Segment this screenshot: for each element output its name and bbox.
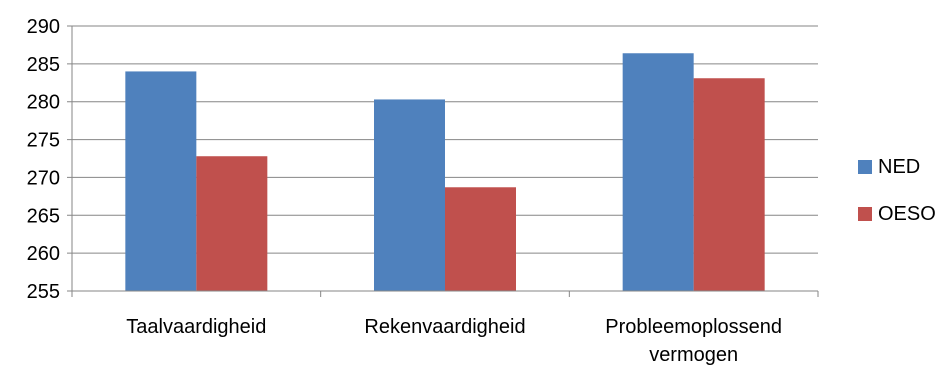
x-tick-labels: Taalvaardigheid Rekenvaardigheid Probleemo…: [126, 316, 782, 366]
y-tick-label: 285: [27, 54, 60, 76]
bar-ned-0: [125, 71, 197, 291]
bars: [125, 53, 765, 291]
bar-oeso-1: [445, 187, 516, 291]
y-tick-label: 290: [27, 16, 60, 38]
y-tick-labels: 255 260 265 270 275 280 285 290: [27, 16, 60, 303]
y-tick-label: 265: [27, 205, 60, 227]
legend-label-ned: NED: [878, 155, 921, 178]
y-tick-label: 270: [27, 167, 60, 189]
legend-swatch-oeso: [858, 207, 872, 221]
y-tick-label: 260: [27, 243, 60, 265]
bar-ned-2: [622, 53, 694, 291]
axes: [67, 26, 819, 297]
x-tick-label: Rekenvaardigheid: [364, 316, 525, 338]
y-tick-label: 275: [27, 130, 60, 152]
legend-item-oeso: OESO: [858, 202, 941, 226]
bar-oeso-0: [196, 156, 268, 291]
legend-label-oeso: OESO: [878, 202, 936, 225]
bar-ned-1: [374, 99, 445, 291]
x-tick-label: Taalvaardigheid: [126, 316, 266, 338]
legend: NED OESO: [858, 155, 941, 249]
legend-item-ned: NED: [858, 155, 941, 179]
bar-oeso-2: [693, 78, 765, 291]
x-tick-label: Probleemoplossend: [605, 316, 782, 338]
legend-swatch-ned: [858, 160, 872, 174]
x-tick-label: vermogen: [649, 344, 738, 366]
y-tick-label: 280: [27, 92, 60, 114]
y-tick-label: 255: [27, 281, 60, 303]
